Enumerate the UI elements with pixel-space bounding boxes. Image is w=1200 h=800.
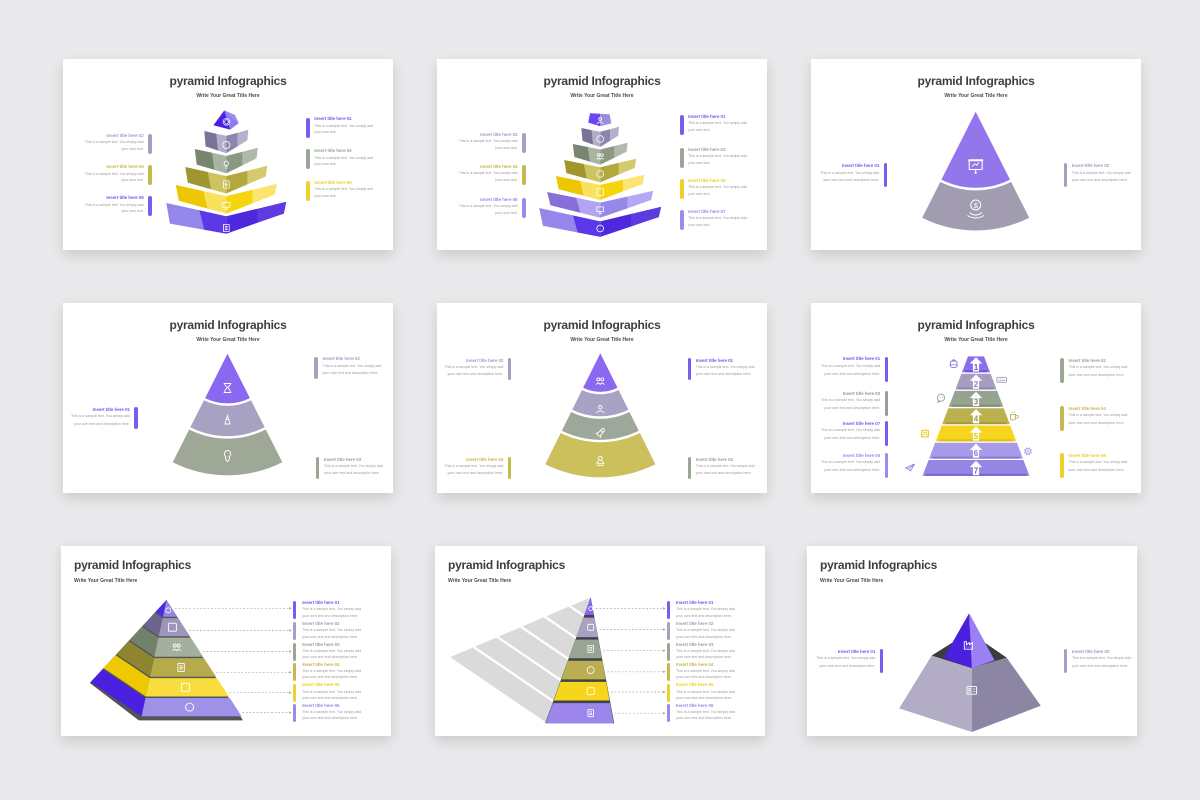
svg-text:7: 7 <box>974 467 979 476</box>
svg-text:1: 1 <box>974 363 979 372</box>
svg-text:$: $ <box>974 201 979 210</box>
svg-text:5: 5 <box>974 432 979 441</box>
svg-text:4: 4 <box>974 415 979 424</box>
svg-text:2: 2 <box>974 380 979 389</box>
svg-text:6: 6 <box>974 449 979 458</box>
svg-text:3: 3 <box>974 397 979 406</box>
